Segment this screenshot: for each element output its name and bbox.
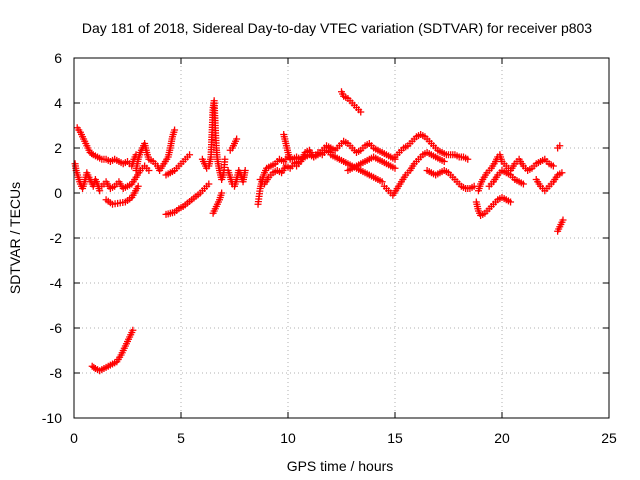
- x-tick-label: 10: [280, 430, 296, 446]
- y-tick-label: 2: [54, 140, 62, 156]
- x-axis: 0 5 10 15 20 25: [70, 58, 617, 446]
- data-point-marker: [286, 155, 294, 163]
- data-series: [71, 88, 567, 375]
- y-axis: -10 -8 -6 -4 -2 0 2 4 6: [42, 50, 609, 426]
- y-tick-label: -2: [50, 230, 63, 246]
- y-tick-label: -10: [42, 410, 62, 426]
- data-point-marker: [507, 198, 515, 206]
- data-point-marker: [519, 180, 527, 188]
- data-point-marker: [171, 126, 179, 134]
- data-point-marker: [145, 167, 153, 174]
- data-point-marker: [440, 158, 448, 165]
- data-point-marker: [357, 108, 365, 116]
- data-point-marker: [221, 155, 229, 163]
- x-tick-label: 20: [494, 430, 510, 446]
- data-point-marker: [129, 326, 137, 334]
- chart-title: Day 181 of 2018, Sidereal Day-to-day VTE…: [82, 20, 592, 36]
- data-point-marker: [218, 189, 226, 197]
- x-axis-label: GPS time / hours: [287, 458, 394, 474]
- grid-lines: [74, 58, 609, 418]
- y-tick-label: -4: [50, 275, 63, 291]
- data-point-marker: [186, 151, 194, 159]
- data-point-marker: [88, 150, 96, 158]
- plot-frame: [73, 57, 610, 419]
- y-tick-label: 6: [54, 50, 62, 66]
- data-point-marker: [556, 142, 564, 150]
- y-tick-label: -8: [50, 365, 63, 381]
- data-point-marker: [378, 178, 386, 186]
- x-tick-label: 25: [601, 430, 617, 446]
- x-tick-label: 5: [177, 430, 185, 446]
- x-tick-label: 0: [70, 430, 78, 446]
- data-point-marker: [134, 182, 142, 190]
- y-tick-label: 0: [54, 185, 62, 201]
- data-point-marker: [558, 169, 566, 177]
- x-tick-label: 15: [387, 430, 403, 446]
- y-axis-label: SDTVAR / TECUs: [7, 182, 23, 294]
- data-point-marker: [241, 167, 249, 174]
- data-point-marker: [464, 155, 472, 163]
- y-tick-label: 4: [54, 95, 62, 111]
- data-point-marker: [90, 363, 98, 371]
- data-point-marker: [233, 135, 241, 143]
- data-point-marker: [549, 162, 557, 170]
- data-point-marker: [559, 216, 567, 224]
- data-point-marker: [205, 180, 213, 188]
- y-tick-label: -6: [50, 320, 63, 336]
- data-point-marker: [391, 164, 399, 172]
- data-point-marker: [96, 187, 104, 195]
